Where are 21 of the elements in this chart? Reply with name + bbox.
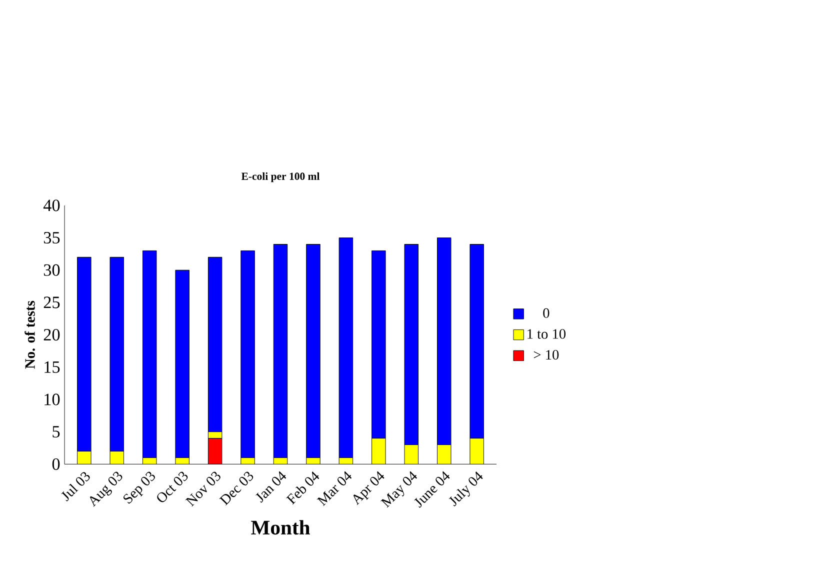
x-tick-label: Aug 03	[90, 472, 122, 507]
x-tick-label: Jul 03	[61, 472, 90, 502]
y-tick-label: 10	[44, 394, 60, 406]
x-tick-label: Dec 03	[219, 472, 254, 506]
y-tick-label: 25	[44, 296, 60, 308]
legend-label: > 10	[534, 350, 559, 360]
y-tick-label: 15	[44, 361, 60, 373]
x-axis-title: Month	[251, 520, 310, 535]
x-tick-label: Jan 04	[256, 471, 286, 503]
y-tick-label: 40	[43, 200, 60, 212]
legend-label: 0	[543, 308, 550, 318]
y-tick-label: 35	[44, 232, 60, 244]
y-tick-label: 30	[44, 264, 60, 276]
y-tick-label: 0	[52, 458, 60, 470]
chart-title: E-coli per 100 ml	[241, 172, 320, 182]
x-tick-label: July 04	[448, 472, 483, 507]
y-tick-label: 5	[52, 426, 60, 438]
x-tick-label: Sep 03	[123, 472, 155, 504]
y-axis-title: No. of tests	[24, 301, 35, 369]
y-tick-label: 20	[44, 329, 60, 341]
legend-label: 1 to 10	[528, 329, 566, 339]
